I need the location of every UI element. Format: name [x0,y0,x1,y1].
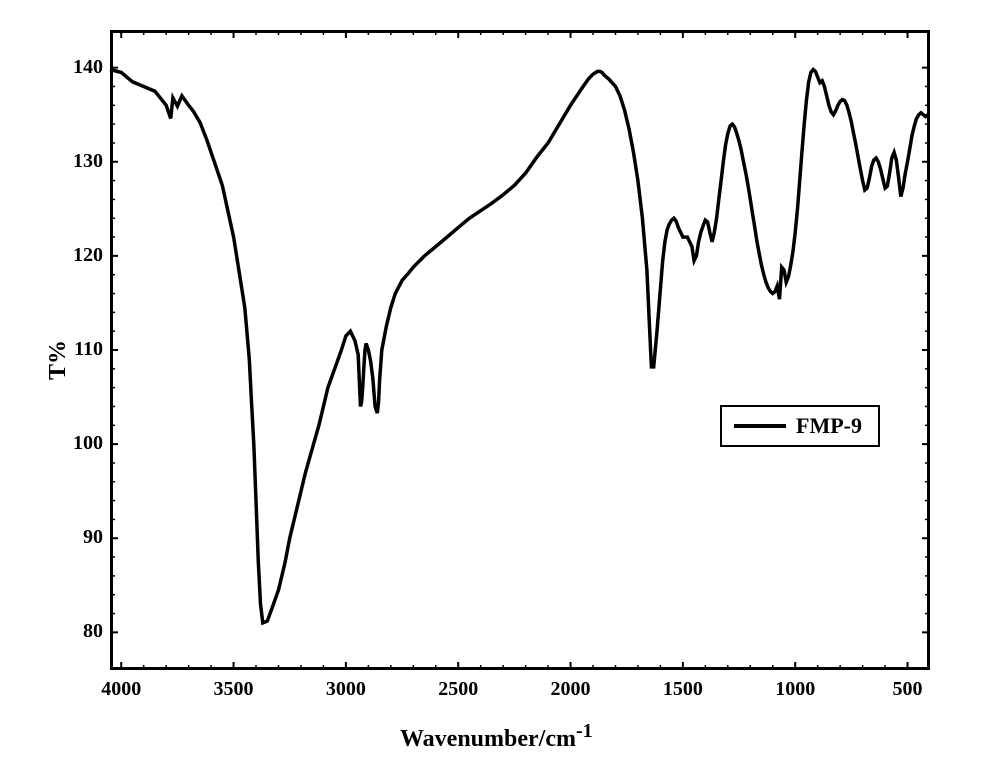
y-tick-label: 130 [55,150,103,173]
x-axis-label-super: -1 [576,720,593,742]
y-tick-label: 100 [55,432,103,455]
ir-spectrum-line [110,70,928,623]
chart-container: { "chart": { "type": "line", "background… [0,0,1000,768]
x-tick-label: 4000 [91,678,151,701]
y-tick-label: 80 [55,620,103,643]
x-tick-label: 2000 [541,678,601,701]
x-axis-label-text: Wavenumber/cm [400,726,576,752]
x-tick-label: 3000 [316,678,376,701]
y-tick-label: 120 [55,244,103,267]
y-tick-label: 140 [55,56,103,79]
tick-marks [110,30,930,670]
legend-line-sample [734,424,786,428]
x-tick-label: 500 [878,678,938,701]
x-tick-label: 3500 [204,678,264,701]
legend-label: FMP-9 [796,413,862,439]
y-tick-label: 90 [55,526,103,549]
x-axis-label: Wavenumber/cm-1 [400,720,593,753]
chart-svg [0,0,1000,768]
legend: FMP-9 [720,405,880,447]
x-tick-label: 2500 [428,678,488,701]
x-tick-label: 1000 [765,678,825,701]
y-axis-label-text: T% [45,340,71,380]
x-tick-label: 1500 [653,678,713,701]
y-axis-label: T% [45,340,72,380]
